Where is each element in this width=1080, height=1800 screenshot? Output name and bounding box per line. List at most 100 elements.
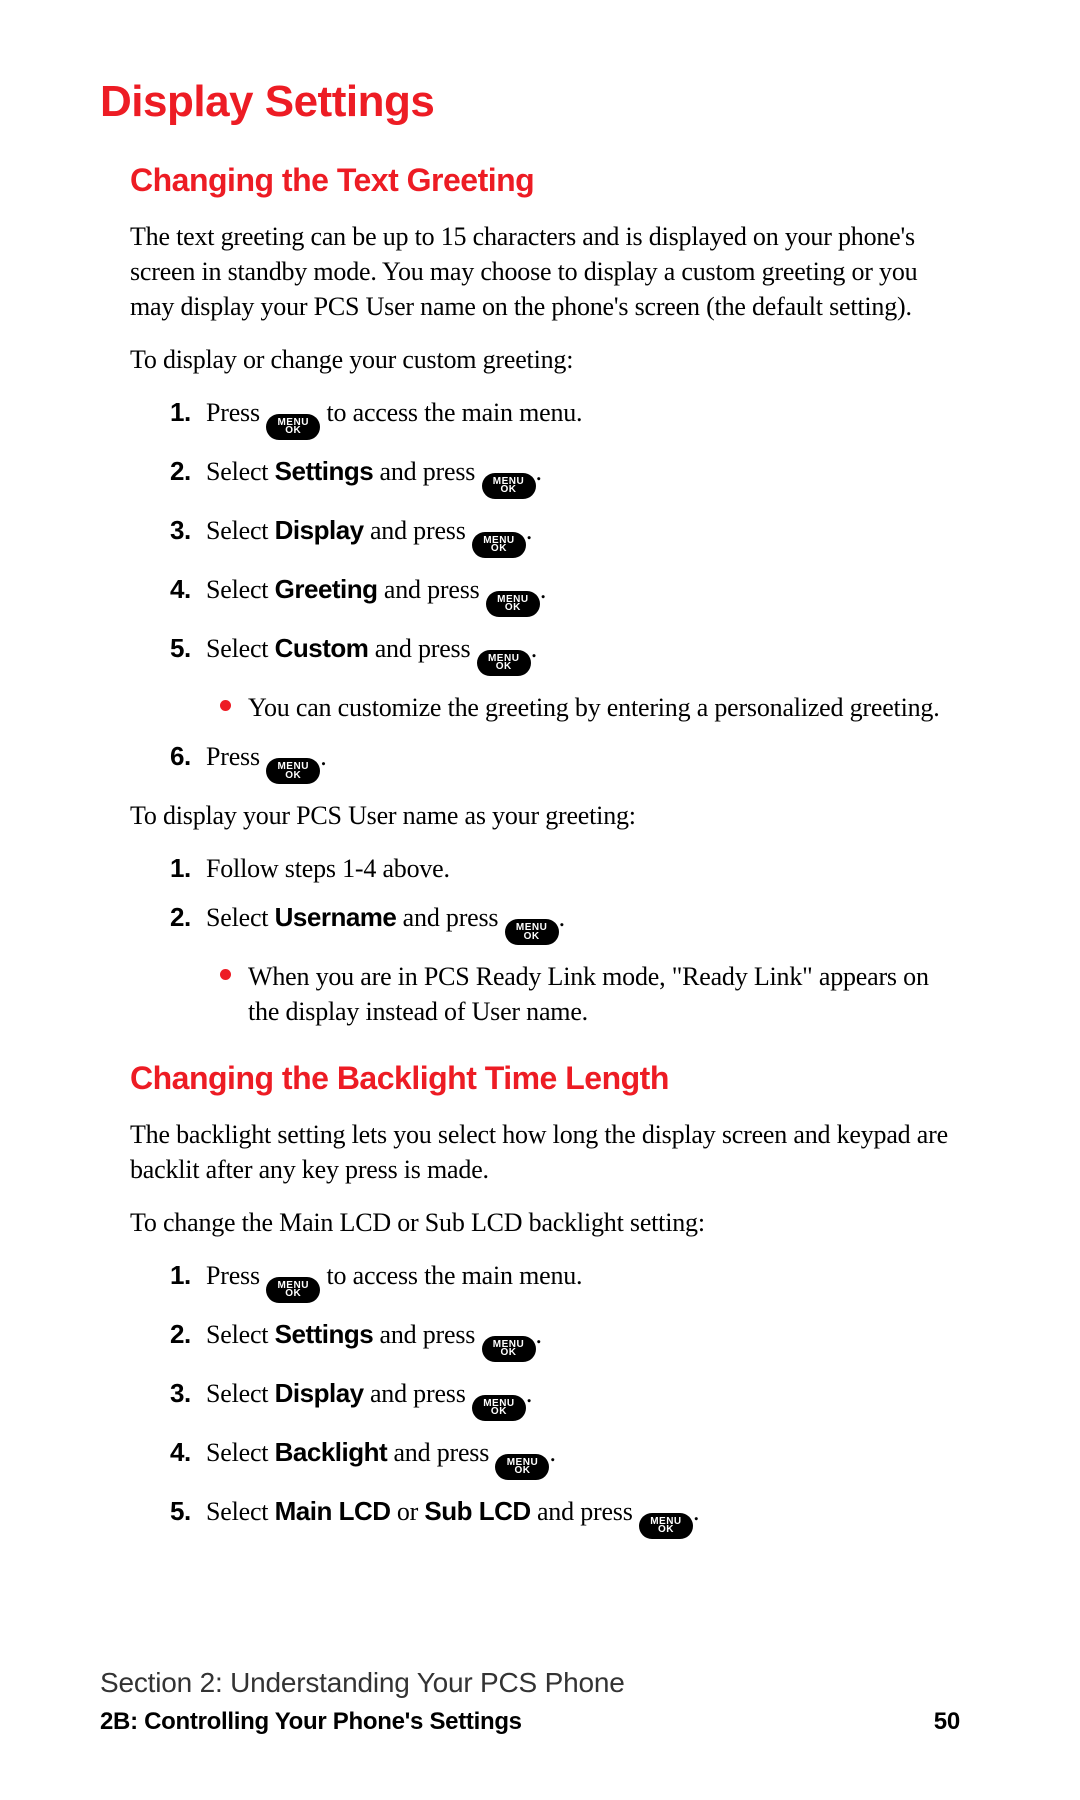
menu-ok-key-icon: MENUOK	[482, 1336, 536, 1362]
bold-term: Display	[275, 1378, 364, 1408]
menu-ok-key-icon: MENUOK	[495, 1454, 549, 1480]
text-fragment: .	[526, 1379, 532, 1408]
text-fragment: and press	[364, 516, 472, 545]
step-text: Select Username and press MENUOK.	[206, 903, 565, 932]
bold-term: Main LCD	[275, 1496, 391, 1526]
step-number: 1.	[170, 395, 191, 430]
pill-bottom: OK	[285, 1290, 301, 1299]
step-item: 4. Select Greeting and press MENUOK.	[170, 572, 960, 617]
bold-term: Settings	[275, 456, 374, 486]
menu-ok-key-icon: MENUOK	[472, 532, 526, 558]
step-text: Follow steps 1-4 above.	[206, 854, 450, 883]
intro-paragraph: The backlight setting lets you select ho…	[130, 1117, 960, 1187]
step-text: Select Greeting and press MENUOK.	[206, 575, 546, 604]
text-fragment: Select	[206, 516, 275, 545]
text-fragment: Select	[206, 575, 275, 604]
step-item: 3. Select Display and press MENUOK.	[170, 1376, 960, 1421]
step-text: Press MENUOK.	[206, 742, 327, 771]
text-fragment: and press	[373, 1320, 481, 1349]
text-fragment: .	[526, 516, 532, 545]
bold-term: Backlight	[275, 1437, 388, 1467]
step-text: Select Display and press MENUOK.	[206, 1379, 532, 1408]
step-text: Select Display and press MENUOK.	[206, 516, 532, 545]
step-text: Press MENUOK to access the main menu.	[206, 398, 582, 427]
text-fragment: .	[536, 457, 542, 486]
steps-list: 1. Follow steps 1-4 above. 2. Select Use…	[170, 851, 960, 945]
menu-ok-key-icon: MENUOK	[505, 919, 559, 945]
text-fragment: Press	[206, 1261, 266, 1290]
text-fragment: Select	[206, 1379, 275, 1408]
menu-ok-key-icon: MENUOK	[266, 414, 320, 440]
text-fragment: and press	[378, 575, 486, 604]
step-number: 2.	[170, 900, 191, 935]
step-item: 1. Follow steps 1-4 above.	[170, 851, 960, 886]
step-text: Select Settings and press MENUOK.	[206, 1320, 542, 1349]
text-fragment: and press	[396, 903, 504, 932]
menu-ok-key-icon: MENUOK	[266, 1277, 320, 1303]
step-text: Select Settings and press MENUOK.	[206, 457, 542, 486]
step-item: 5. Select Custom and press MENUOK.	[170, 631, 960, 676]
menu-ok-key-icon: MENUOK	[639, 1513, 693, 1539]
pill-bottom: OK	[491, 545, 507, 554]
step-text: Select Custom and press MENUOK.	[206, 634, 537, 663]
step-text: Select Main LCD or Sub LCD and press MEN…	[206, 1497, 699, 1526]
pill-bottom: OK	[658, 1526, 674, 1535]
pill-bottom: OK	[285, 427, 301, 436]
text-fragment: .	[531, 634, 537, 663]
steps-list: 1. Press MENUOK to access the main menu.…	[170, 395, 960, 676]
bold-term: Sub LCD	[424, 1496, 530, 1526]
text-fragment: Select	[206, 634, 275, 663]
step-number: 5.	[170, 1494, 191, 1529]
section-heading: Changing the Text Greeting	[130, 159, 960, 202]
step-number: 1.	[170, 851, 191, 886]
text-fragment: and press	[364, 1379, 472, 1408]
step-item: 5. Select Main LCD or Sub LCD and press …	[170, 1494, 960, 1539]
text-fragment: .	[540, 575, 546, 604]
step-item: 1. Press MENUOK to access the main menu.	[170, 395, 960, 440]
menu-ok-key-icon: MENUOK	[472, 1395, 526, 1421]
step-text: Select Backlight and press MENUOK.	[206, 1438, 556, 1467]
step-number: 3.	[170, 1376, 191, 1411]
step-text: Press MENUOK to access the main menu.	[206, 1261, 582, 1290]
text-fragment: Press	[206, 742, 266, 771]
step-number: 2.	[170, 1317, 191, 1352]
text-fragment: and press	[368, 634, 476, 663]
lead-paragraph: To display or change your custom greetin…	[130, 342, 960, 377]
text-fragment: Press	[206, 398, 266, 427]
step-item: 1. Press MENUOK to access the main menu.	[170, 1258, 960, 1303]
text-fragment: and press	[531, 1497, 639, 1526]
pill-bottom: OK	[496, 663, 512, 672]
step-number: 6.	[170, 739, 191, 774]
step-number: 5.	[170, 631, 191, 666]
pill-bottom: OK	[514, 1467, 530, 1476]
page-footer: Section 2: Understanding Your PCS Phone …	[100, 1664, 960, 1738]
steps-list: 6. Press MENUOK.	[170, 739, 960, 784]
text-fragment: or	[391, 1497, 425, 1526]
step-item: 4. Select Backlight and press MENUOK.	[170, 1435, 960, 1480]
page-title-h1: Display Settings	[100, 72, 960, 131]
text-fragment: Select	[206, 1438, 275, 1467]
bold-term: Greeting	[275, 574, 378, 604]
page-number: 50	[934, 1706, 960, 1738]
bold-term: Username	[275, 902, 397, 932]
step-number: 1.	[170, 1258, 191, 1293]
step-number: 4.	[170, 572, 191, 607]
steps-list: 1. Press MENUOK to access the main menu.…	[170, 1258, 960, 1539]
footer-subsection-title: 2B: Controlling Your Phone's Settings	[100, 1706, 522, 1738]
footer-section-title: Section 2: Understanding Your PCS Phone	[100, 1664, 960, 1702]
menu-ok-key-icon: MENUOK	[266, 758, 320, 784]
intro-paragraph: The text greeting can be up to 15 charac…	[130, 219, 960, 324]
menu-ok-key-icon: MENUOK	[477, 650, 531, 676]
step-item: 6. Press MENUOK.	[170, 739, 960, 784]
bullet-item: When you are in PCS Ready Link mode, "Re…	[220, 959, 960, 1029]
pill-bottom: OK	[501, 1349, 517, 1358]
text-fragment: Select	[206, 457, 275, 486]
bold-term: Settings	[275, 1319, 374, 1349]
pill-bottom: OK	[505, 604, 521, 613]
step-number: 3.	[170, 513, 191, 548]
text-fragment: .	[320, 742, 326, 771]
text-fragment: Select	[206, 1497, 275, 1526]
text-fragment: .	[559, 903, 565, 932]
step-item: 3. Select Display and press MENUOK.	[170, 513, 960, 558]
step-item: 2. Select Username and press MENUOK.	[170, 900, 960, 945]
